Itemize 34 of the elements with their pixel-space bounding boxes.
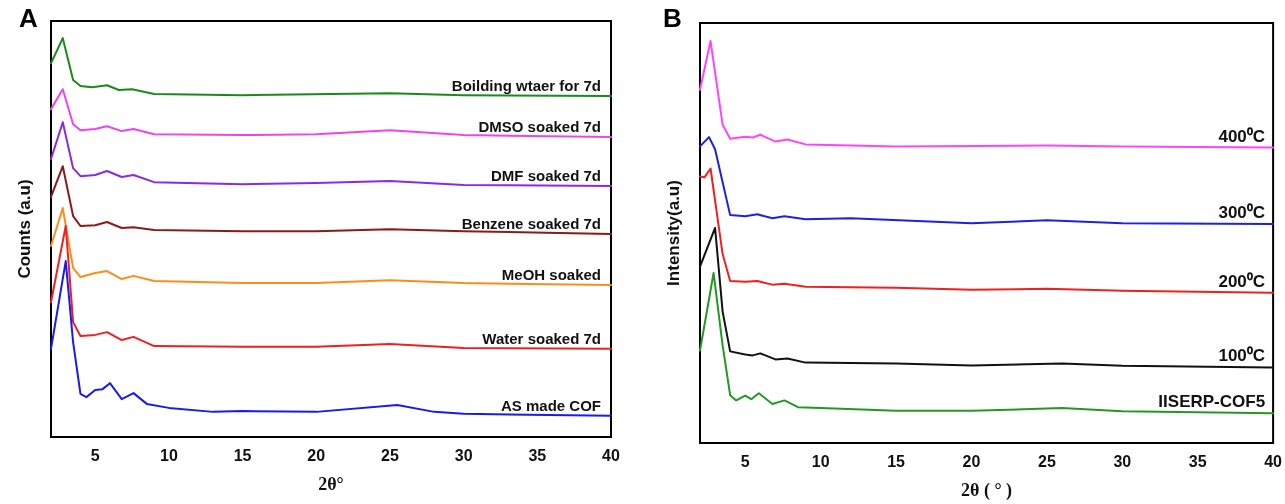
series-label: Boilding wtaer for 7d xyxy=(451,76,601,94)
x-axis-title: 2θ ( ° ) xyxy=(961,480,1013,501)
x-tick-label: 30 xyxy=(1113,452,1132,470)
x-tick-label: 5 xyxy=(740,452,750,470)
x-tick-label: 40 xyxy=(602,446,620,464)
series-label: Water soaked 7d xyxy=(482,329,601,347)
x-axis-title: 2θ° xyxy=(318,474,344,494)
x-tick-label: 25 xyxy=(1037,452,1056,470)
x-tick-label: 35 xyxy=(528,446,547,464)
x-tick-label: 35 xyxy=(1188,452,1207,470)
chart-title: B xyxy=(663,3,682,33)
y-axis-title: Intensity(a.u) xyxy=(664,180,683,286)
x-tick-label: 30 xyxy=(454,446,473,464)
series-label: MeOH soaked xyxy=(501,266,601,284)
series-label: Benzene soaked 7d xyxy=(461,214,601,232)
x-tick-label: 20 xyxy=(962,452,981,470)
y-axis-title: Counts (a.u) xyxy=(15,179,34,279)
x-tick-label: 5 xyxy=(90,446,100,464)
series-label: DMF soaked 7d xyxy=(490,167,601,185)
x-tick-label: 10 xyxy=(160,446,178,464)
chart-title: A xyxy=(19,3,38,33)
x-tick-label: 25 xyxy=(381,446,399,464)
series-label: 100⁰C xyxy=(1218,346,1266,366)
x-tick-label: 15 xyxy=(887,452,906,470)
series-label: AS made COF xyxy=(500,396,601,414)
series-label: IISERP-COF5 xyxy=(1158,392,1266,412)
series-label: 300⁰C xyxy=(1218,202,1266,222)
series-label: DMSO soaked 7d xyxy=(478,118,601,136)
x-tick-label: 10 xyxy=(811,452,830,470)
x-tick-label: 20 xyxy=(307,446,326,464)
x-tick-label: 15 xyxy=(233,446,252,464)
series-label: 200⁰C xyxy=(1218,271,1266,291)
series-label: 400⁰C xyxy=(1218,126,1266,146)
x-tick-label: 40 xyxy=(1264,452,1283,470)
